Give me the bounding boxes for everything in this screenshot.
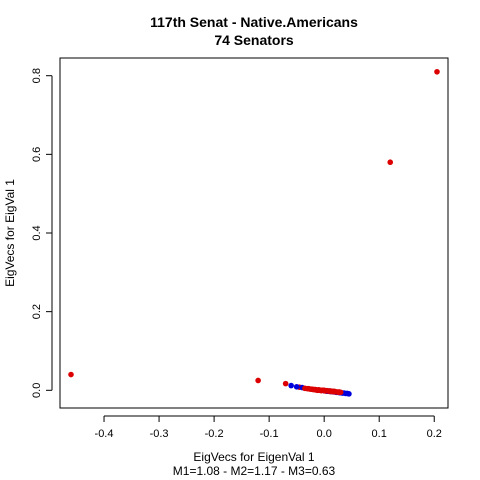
y-tick-label: 0.6 [31,147,43,162]
chart-title: 117th Senat - Native.Americans [150,14,358,30]
y-tick-label: 0.4 [31,225,43,240]
x-axis-label: EigVecs for EigenVal 1 [193,450,315,464]
x-tick-label: -0.4 [95,428,114,440]
x-axis: -0.4 -0.3 -0.2 -0.1 0.0 0.1 0.2 [95,415,442,440]
data-point [68,371,74,378]
y-tick-label: 0.8 [31,68,43,83]
x-tick-label: 0.2 [427,428,442,440]
y-tick-label: 0.2 [31,304,43,319]
data-point [255,377,261,384]
data-point [293,383,300,390]
x-axis-sublabel: M1=1.08 - M2=1.17 - M3=0.63 [173,464,336,478]
data-point [316,387,323,393]
data-point [308,386,314,392]
x-tick-label: -0.1 [260,428,279,440]
chart-subtitle: 74 Senators [214,32,294,48]
x-tick-label: 0.0 [317,428,332,440]
x-tick-label: 0.1 [372,428,387,440]
data-point [387,159,394,166]
data-point [434,68,440,75]
data-point [346,391,352,397]
plot-frame [59,57,449,409]
data-point [288,382,294,389]
data-point [320,387,327,394]
data-point [334,389,340,395]
x-tick-label: -0.3 [150,428,169,440]
y-axis: 0.0 0.2 0.4 0.6 0.8 [31,68,53,398]
y-axis-label: EigVecs for EigVal 1 [3,179,17,287]
x-tick-label: -0.2 [205,428,224,440]
data-points [68,68,440,397]
y-tick-label: 0.0 [31,383,43,398]
data-point [282,380,289,387]
